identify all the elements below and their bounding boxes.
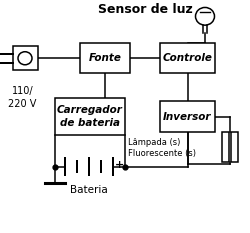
Text: Lâmpada (s)
Fluorescente (s): Lâmpada (s) Fluorescente (s) [128, 137, 196, 158]
Bar [55, 98, 125, 135]
Text: Bateria: Bateria [70, 185, 108, 195]
Bar [160, 43, 215, 73]
Bar [222, 132, 229, 162]
Text: Carregador
de bateria: Carregador de bateria [57, 105, 123, 128]
Circle shape [196, 7, 214, 25]
Text: Fonte: Fonte [88, 53, 122, 63]
Bar [231, 132, 238, 162]
Circle shape [18, 52, 32, 65]
Text: Inversor: Inversor [163, 112, 212, 121]
Text: +: + [114, 161, 124, 170]
Bar [12, 46, 38, 70]
Bar [88, 157, 90, 177]
Bar [76, 160, 78, 173]
Text: Controle: Controle [162, 53, 212, 63]
Bar [112, 157, 114, 177]
Bar [160, 101, 215, 132]
Bar [64, 157, 66, 177]
Text: 110/
220 V: 110/ 220 V [8, 86, 37, 109]
Bar [80, 43, 130, 73]
Text: Sensor de luz: Sensor de luz [98, 3, 192, 16]
Bar [100, 160, 102, 173]
